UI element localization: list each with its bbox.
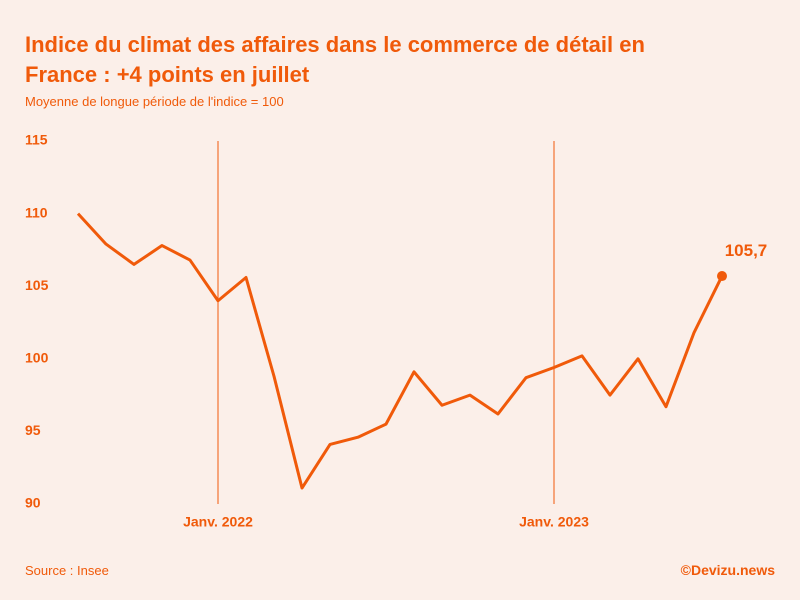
y-tick-label: 110: [25, 204, 48, 220]
line: [76, 212, 724, 490]
y-tick-label: 100: [25, 350, 49, 366]
source: Source : Insee: [25, 563, 109, 578]
y-tick-label: 90: [25, 495, 41, 511]
value-label: 105,7: [725, 241, 768, 260]
y-tick-label: 95: [25, 422, 41, 438]
credit: ©Devizu.news: [681, 562, 776, 578]
x-tick-label: Janv. 2023: [519, 514, 589, 530]
y-tick-label: 105: [25, 277, 49, 293]
chart-title: Indice du climat des affaires dans le co…: [25, 32, 645, 87]
end-point: [717, 271, 727, 282]
x-tick-label: Janv. 2022: [183, 514, 253, 530]
y-tick-label: 115: [25, 132, 48, 148]
chart-subtitle: Moyenne de longue période de l'indice = …: [25, 94, 284, 109]
